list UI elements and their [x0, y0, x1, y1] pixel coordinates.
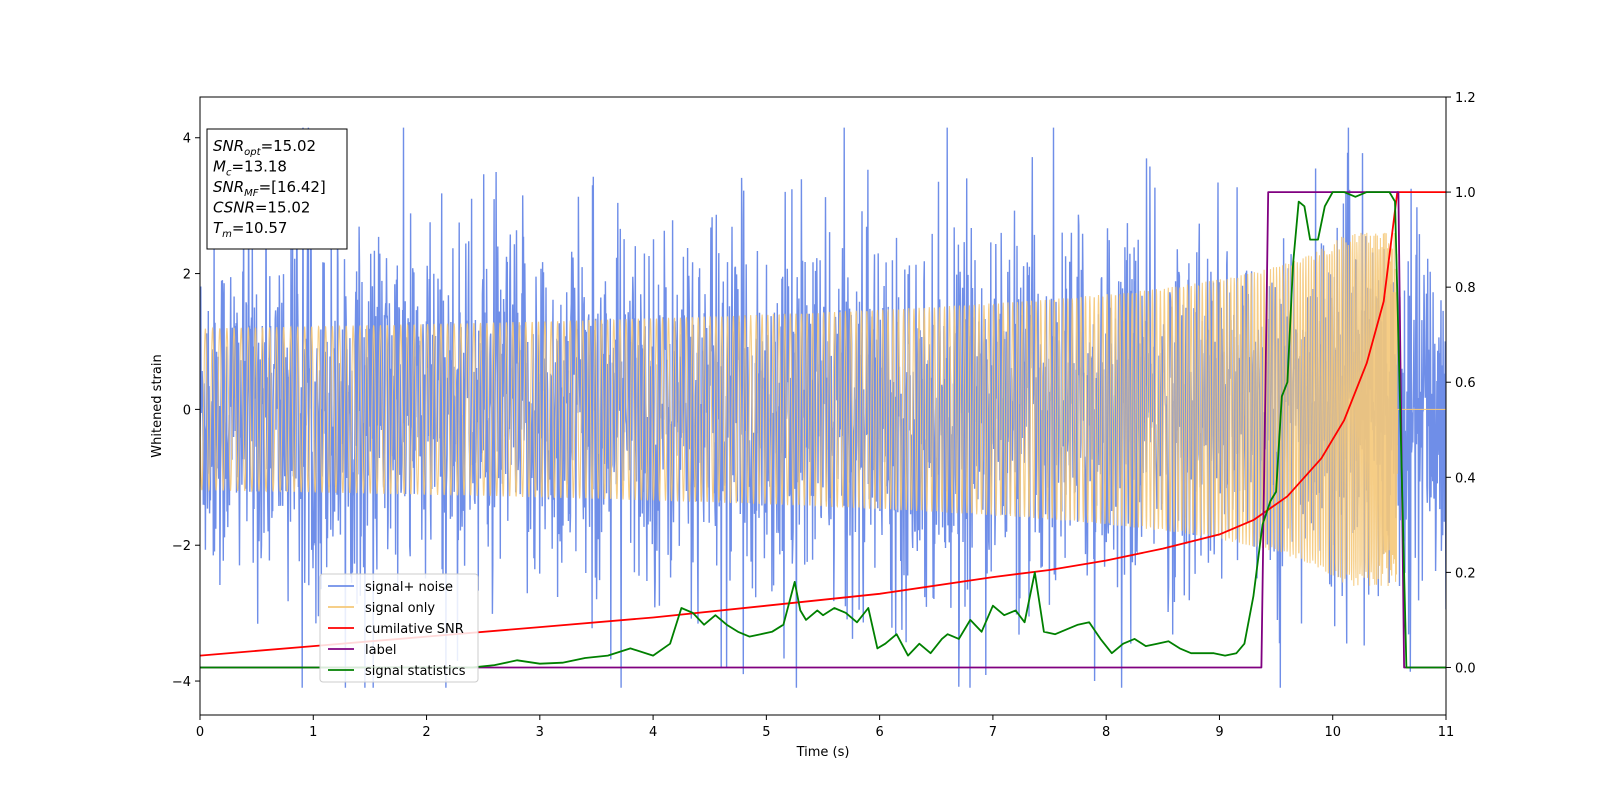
- y-tick-label-right: 0.6: [1455, 376, 1476, 391]
- plot-frame: [199, 96, 1447, 716]
- axes: 0 1 2 3 4 5 6 7 8 9 10 11 4 2 0 −2 −4 1.2 1.0 0.8 0.6 0.4 0.2 0…: [172, 91, 1476, 740]
- x-tick-label: 9: [1215, 725, 1223, 740]
- x-tick-label: 3: [536, 725, 544, 740]
- x-tick-label: 0: [196, 725, 204, 740]
- info-box-frame: [206, 128, 348, 250]
- series-signal-only: [200, 232, 1446, 587]
- y-tick-label-left: −2: [172, 539, 191, 554]
- legend: signal+ noise signal only cumilative SNR la…: [319, 573, 479, 683]
- legend-item-label: cumilative SNR: [365, 622, 464, 637]
- x-tick-label: 7: [989, 725, 997, 740]
- legend-frame: [319, 573, 479, 683]
- x-tick-label: 2: [422, 725, 430, 740]
- info-line: Mc=13.18: [213, 158, 287, 179]
- legend-item-label: label: [365, 643, 396, 658]
- y-tick-label-left: 4: [183, 132, 191, 147]
- y-axis-label: Whitened strain: [150, 354, 165, 457]
- x-tick-label: 10: [1324, 725, 1341, 740]
- x-tick-label: 6: [875, 725, 883, 740]
- x-tick-label: 11: [1438, 725, 1455, 740]
- y-tick-label-left: 2: [183, 268, 191, 283]
- y-tick-label-right: 0.4: [1455, 471, 1476, 486]
- series-cumulative-snr: [200, 191, 1446, 657]
- y-tick-label-right: 0.8: [1455, 281, 1476, 296]
- plot-content: [200, 127, 1446, 688]
- legend-item-label: signal only: [365, 601, 435, 616]
- info-line: SNRMF=[16.42]: [213, 178, 326, 199]
- y-tick-label-left: −4: [172, 675, 191, 690]
- info-box: SNRopt=15.02Mc=13.18SNRMF=[16.42]CSNR=15…: [206, 128, 348, 250]
- legend-item-label: signal statistics: [365, 664, 466, 679]
- series-signal-statistics: [200, 191, 1446, 669]
- x-tick-label: 8: [1102, 725, 1110, 740]
- legend-item-label: signal+ noise: [365, 580, 453, 595]
- info-line: SNRopt=15.02: [213, 137, 316, 158]
- x-tick-label: 4: [649, 725, 657, 740]
- x-tick-label: 5: [762, 725, 770, 740]
- x-tick-label: 1: [309, 725, 317, 740]
- y-tick-label-right: 1.0: [1455, 186, 1476, 201]
- y-tick-label-right: 1.2: [1455, 91, 1476, 106]
- info-line: CSNR=15.02: [213, 199, 310, 217]
- y-tick-label-right: 0.0: [1455, 661, 1476, 676]
- x-axis-label: Time (s): [796, 745, 850, 760]
- y-tick-label-right: 0.2: [1455, 566, 1476, 581]
- y-tick-label-left: 0: [183, 403, 191, 418]
- info-line: Tm=10.57: [213, 219, 287, 240]
